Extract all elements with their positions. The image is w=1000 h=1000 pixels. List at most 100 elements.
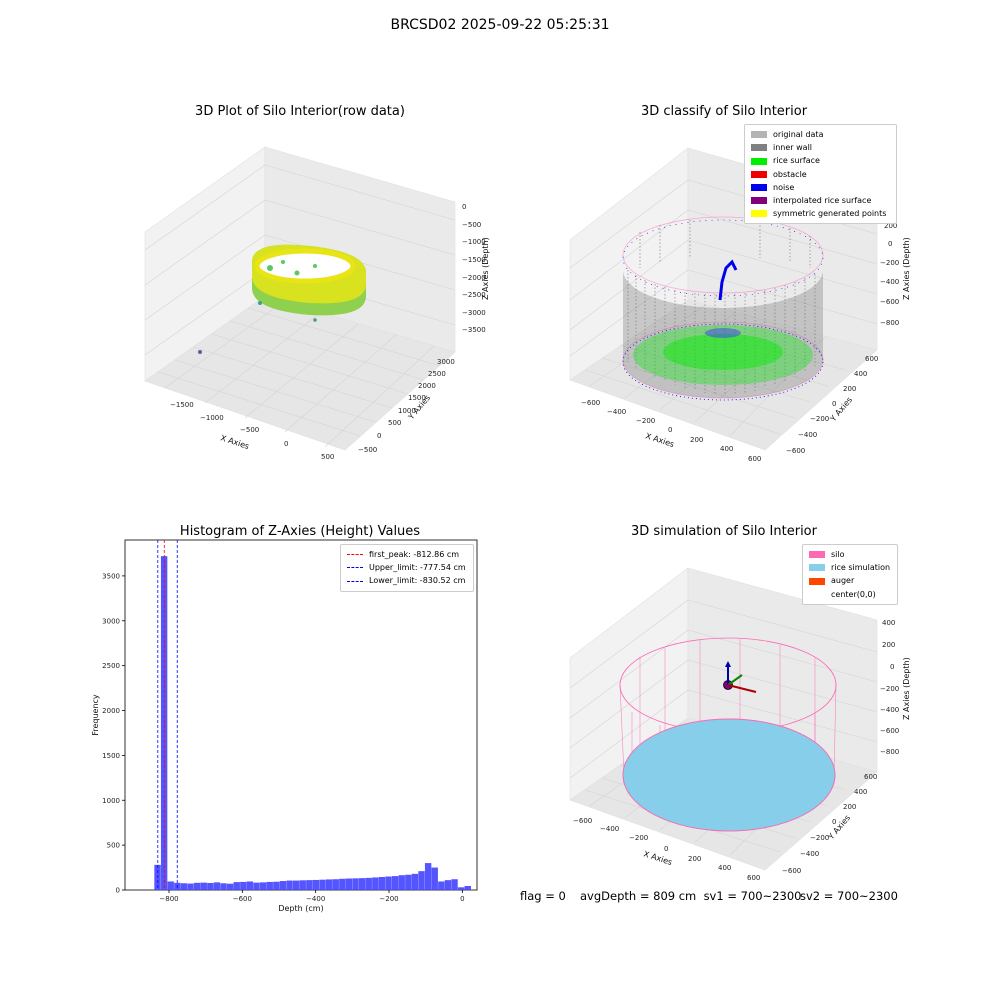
histogram-bar bbox=[259, 882, 267, 890]
legend-line bbox=[347, 567, 363, 569]
raw-ytick: 1000 bbox=[398, 407, 416, 415]
legend-label: silo bbox=[831, 550, 845, 559]
classify-ztick: 200 bbox=[884, 222, 897, 230]
histogram-bar bbox=[451, 879, 458, 890]
classify-xtick: 400 bbox=[720, 445, 733, 453]
histogram-bar bbox=[438, 881, 445, 890]
raw-ytick: 0 bbox=[377, 432, 381, 440]
simulation-ztick: −600 bbox=[880, 727, 899, 735]
simulation-z-ticks: 400 200 0 −200 −400 −600 −800 bbox=[880, 619, 899, 756]
histogram-bar bbox=[306, 880, 313, 890]
legend-swatch bbox=[751, 210, 767, 218]
simulation-x-ticks: −600 −400 −200 0 200 400 600 bbox=[573, 817, 760, 882]
classify-xtick: −200 bbox=[636, 417, 655, 425]
histogram-x-axis-label: Depth (cm) bbox=[278, 904, 323, 913]
simulation-ztick: 0 bbox=[890, 663, 894, 671]
raw-xtick: −1000 bbox=[200, 414, 224, 422]
simulation-ytick: 200 bbox=[843, 803, 856, 811]
simulation-plot-title: 3D simulation of Silo Interior bbox=[631, 524, 817, 539]
simulation-xtick: −600 bbox=[573, 817, 592, 825]
raw-ytick: 2000 bbox=[418, 382, 436, 390]
histogram-ytick-label: 3500 bbox=[102, 572, 120, 580]
simulation-y-axis-label: Y Axies bbox=[826, 813, 852, 842]
raw-ztick: −2500 bbox=[462, 291, 486, 299]
histogram-bar bbox=[457, 887, 465, 890]
histogram-bar bbox=[378, 876, 386, 890]
histogram-bar bbox=[332, 879, 339, 890]
raw-ztick: −2000 bbox=[462, 274, 486, 282]
legend-swatch bbox=[751, 197, 767, 205]
center-axes-marker bbox=[723, 661, 757, 693]
classify-ztick: −800 bbox=[880, 319, 899, 327]
raw-ztick: −500 bbox=[462, 221, 481, 229]
legend-swatch bbox=[809, 577, 825, 585]
histogram-bar bbox=[299, 880, 306, 890]
legend-swatch bbox=[809, 591, 825, 598]
histogram-ytick-label: 2000 bbox=[102, 707, 120, 715]
legend-line bbox=[347, 554, 363, 556]
raw-xtick: −500 bbox=[240, 426, 259, 434]
histogram-xtick-label: −200 bbox=[379, 895, 398, 903]
legend-label: auger bbox=[831, 576, 855, 586]
histogram-bar bbox=[418, 871, 425, 890]
histogram-title: Histogram of Z-Axies (Height) Values bbox=[179, 524, 421, 539]
classify-xtick: 200 bbox=[690, 436, 703, 444]
classify-plot-title: 3D classify of Silo Interior bbox=[640, 104, 808, 119]
classify-xtick: −400 bbox=[607, 408, 626, 416]
histogram-bar bbox=[193, 882, 201, 890]
simulation-xtick: −200 bbox=[629, 834, 648, 842]
histogram-bar bbox=[160, 556, 168, 890]
raw-xtick: 0 bbox=[284, 440, 288, 448]
raw-y-ticks: −500 0 500 1000 1500 2000 2500 3000 bbox=[358, 358, 455, 454]
raw-x-ticks: −1500 −1000 −500 0 500 bbox=[170, 401, 334, 461]
histogram-bar bbox=[312, 879, 320, 890]
simulation-ytick: −600 bbox=[782, 867, 801, 875]
histogram-bar bbox=[365, 877, 372, 890]
histogram-ytick-label: 1500 bbox=[102, 752, 120, 760]
histogram-bar bbox=[424, 863, 432, 890]
classify-ytick: 0 bbox=[832, 400, 836, 408]
histogram-legend: first_peak: -812.86 cm Upper_limit: -777… bbox=[340, 544, 474, 592]
histogram-bar bbox=[253, 882, 260, 890]
legend-item: Upper_limit: -777.54 cm bbox=[347, 561, 467, 574]
legend-swatch bbox=[751, 157, 767, 165]
histogram-bar bbox=[167, 881, 174, 890]
classify-z-ticks: 200 0 −200 −400 −600 −800 bbox=[880, 222, 899, 327]
legend-line bbox=[347, 580, 363, 582]
legend-label: rice surface bbox=[773, 156, 820, 166]
raw-z-axis-label: Z Axies (Depth) bbox=[481, 237, 490, 300]
raw-xtick: 500 bbox=[321, 453, 334, 461]
histogram-xtick-label: −800 bbox=[159, 895, 178, 903]
classify-ztick: −600 bbox=[880, 298, 899, 306]
legend-item: obstacle bbox=[751, 168, 890, 181]
classify-ztick: −200 bbox=[880, 259, 899, 267]
legend-label: noise bbox=[773, 182, 795, 192]
legend-item: first_peak: -812.86 cm bbox=[347, 548, 467, 561]
classify-ytick: 200 bbox=[843, 385, 856, 393]
classify-ytick: −200 bbox=[810, 415, 829, 423]
legend-swatch bbox=[751, 170, 767, 178]
raw-ytick: 1500 bbox=[408, 394, 426, 402]
histogram-ytick-label: 2500 bbox=[102, 662, 120, 670]
histogram-bar bbox=[431, 867, 438, 890]
raw-ztick: −3000 bbox=[462, 309, 486, 317]
histogram-bar bbox=[246, 881, 254, 890]
histogram-bar bbox=[273, 881, 280, 890]
legend-label: first_peak: -812.86 cm bbox=[369, 550, 460, 559]
simulation-legend: silo rice simulation auger center(0,0) bbox=[802, 544, 898, 605]
legend-label: interpolated rice surface bbox=[773, 196, 872, 206]
histogram-bar bbox=[226, 883, 234, 890]
raw-ztick: −3500 bbox=[462, 326, 486, 334]
classify-y-ticks: −600 −400 −200 0 200 400 600 bbox=[786, 355, 878, 455]
classify-ytick: −400 bbox=[798, 431, 817, 439]
classify-xtick: −600 bbox=[581, 399, 600, 407]
histogram-ytick-label: 0 bbox=[116, 887, 120, 895]
raw-ztick: −1000 bbox=[462, 238, 486, 246]
simulation-z-axis-label: Z Axies (Depth) bbox=[902, 657, 911, 720]
legend-item: inner wall bbox=[751, 141, 890, 154]
raw-ytick: 3000 bbox=[437, 358, 455, 366]
classify-point-cloud bbox=[622, 216, 824, 401]
simulation-ztick: 200 bbox=[882, 641, 895, 649]
histogram-bar bbox=[319, 879, 326, 890]
